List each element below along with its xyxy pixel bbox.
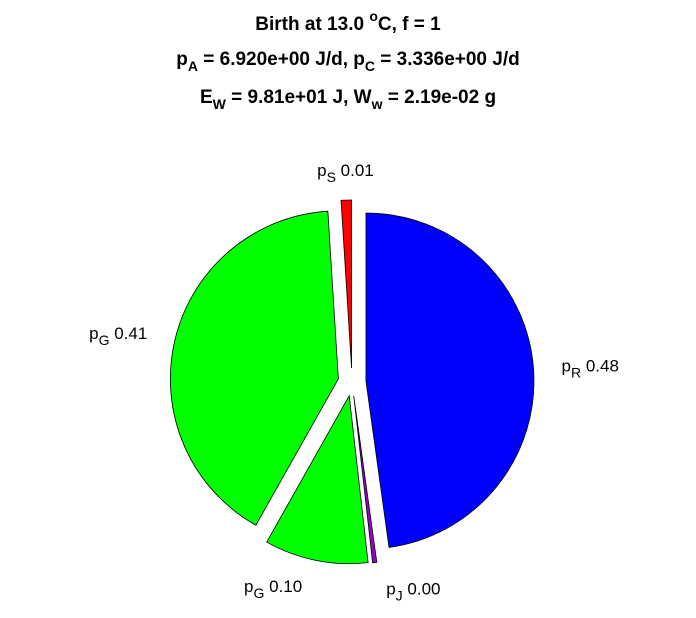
label-value: 0.00	[407, 580, 440, 599]
title-part: = 9.81e+01 J, W	[226, 87, 372, 108]
title-part: C, f = 1	[378, 14, 441, 35]
pie-slice	[365, 212, 535, 548]
slice-label: pS 0.01	[317, 162, 374, 185]
title-part: E	[200, 87, 213, 108]
label-sub: R	[571, 364, 581, 380]
label-value: 0.41	[114, 325, 147, 344]
chart-title: Birth at 13.0 oC, f = 1	[255, 8, 441, 35]
label-value: 0.48	[586, 357, 619, 376]
label-base: p	[317, 162, 326, 181]
title-part: A	[188, 58, 198, 74]
label-base: p	[386, 580, 395, 599]
label-sub: G	[99, 332, 110, 348]
label-sub: S	[327, 169, 336, 185]
title-part: = 3.336e+00 J/d	[375, 49, 520, 70]
title-part: w	[371, 96, 383, 112]
title-part: C	[365, 58, 375, 74]
label-value: 0.10	[269, 577, 302, 596]
label-value: 0.01	[341, 162, 374, 181]
title-part: Birth at 13.0	[255, 14, 369, 35]
title-part: W	[213, 96, 227, 112]
label-base: p	[89, 325, 98, 344]
label-sub: G	[254, 585, 265, 601]
pie-slice	[340, 199, 352, 369]
pie-slice	[353, 395, 378, 564]
title-part: p	[176, 49, 188, 70]
label-sub: J	[396, 587, 403, 603]
pie-slice	[266, 394, 369, 565]
label-base: p	[562, 357, 571, 376]
slice-label: pG 0.10	[244, 577, 302, 600]
title-part: = 2.19e-02 g	[383, 87, 497, 108]
chart-title: pA = 6.920e+00 J/d, pC = 3.336e+00 J/d	[176, 49, 519, 74]
label-base: p	[244, 577, 253, 596]
slice-label: pJ 0.00	[386, 580, 440, 603]
slice-label: pR 0.48	[562, 357, 619, 380]
slice-label: pG 0.41	[89, 325, 147, 348]
pie-slice	[170, 210, 339, 526]
chart-title: EW = 9.81e+01 J, Ww = 2.19e-02 g	[200, 87, 496, 112]
title-part: = 6.920e+00 J/d, p	[198, 49, 365, 70]
title-part: o	[369, 8, 378, 24]
